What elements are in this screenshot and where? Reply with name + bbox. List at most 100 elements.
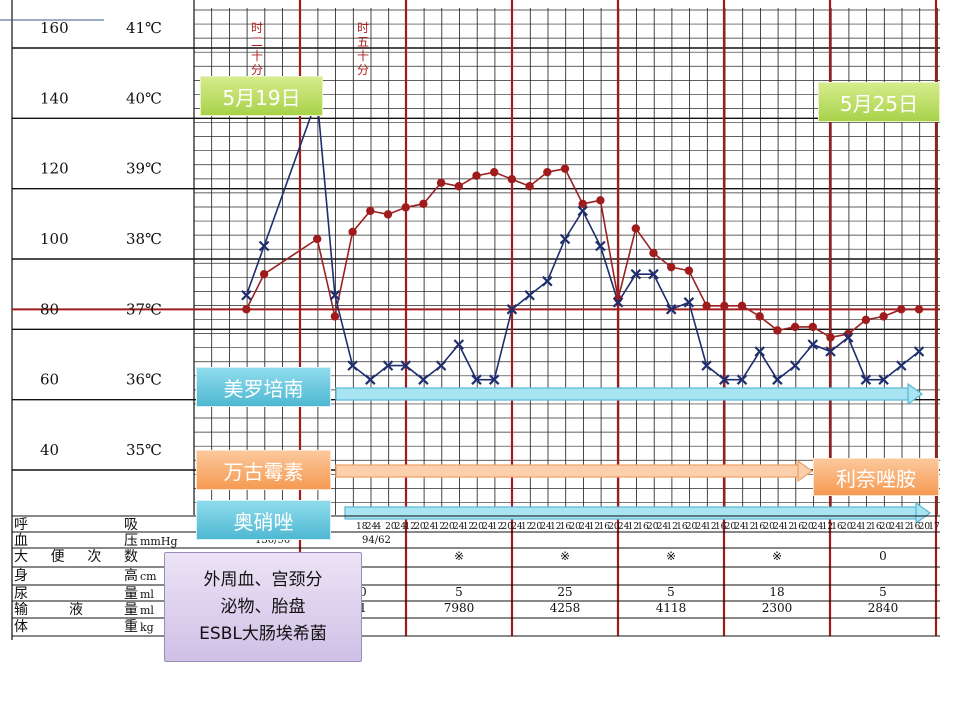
time-label: 16 (793, 522, 805, 532)
time-annotation: 时 (357, 21, 369, 35)
pulse-point (506, 304, 518, 315)
infusion-value: 4118 (656, 601, 687, 615)
temperature-point (720, 301, 729, 311)
pulse-series-line (245, 98, 920, 381)
pulse-point (559, 233, 571, 245)
pulse-point (488, 374, 500, 385)
omeprazole-arrow-head (915, 501, 932, 525)
table-row-label: 血 (14, 533, 28, 549)
culture-result-line: ESBL大肠埃希菌 (199, 623, 327, 644)
time-label: 24 (482, 522, 494, 532)
table-row-label: 吸 (124, 517, 138, 533)
bp-value: 94/62 (362, 535, 391, 546)
temperature-point (401, 203, 410, 212)
pulse-point (630, 268, 642, 280)
pulse-point (329, 289, 341, 301)
pulse-point (258, 240, 270, 252)
time-label: 16 (560, 522, 572, 532)
time-label: 16 (599, 522, 611, 532)
pulse-point (789, 360, 801, 371)
urine-value: 5 (879, 585, 887, 599)
table-row-label: 压 (124, 533, 138, 549)
temperature-point (560, 164, 570, 173)
pulse-point (913, 346, 925, 357)
vancomycin-arrow-head (797, 459, 814, 483)
infusion-value: 1 (359, 601, 367, 615)
temperature-point (808, 322, 817, 332)
vancomycin-arrow-shaft (335, 464, 799, 478)
stool-value: ※ (454, 549, 464, 563)
temp-tick-label: 36℃ (126, 371, 162, 389)
urine-value: 0 (359, 585, 367, 599)
pulse-point (365, 374, 376, 385)
pulse-point (701, 360, 712, 371)
time-label: 12 (463, 522, 474, 532)
pulse-point (896, 360, 907, 371)
pulse-point (719, 374, 730, 385)
pulse-point (612, 297, 624, 308)
stool-value: 0 (879, 549, 887, 563)
temperature-point (313, 234, 322, 244)
pulse-point (860, 374, 872, 385)
temp-tick-label: 35℃ (126, 441, 162, 459)
time-annotation: 分 (357, 63, 369, 77)
time-label: 12 (666, 522, 677, 532)
temperature-point (525, 182, 534, 191)
table-row-label: 次 (87, 549, 101, 565)
infusion-value: 4258 (550, 601, 581, 615)
pulse-point (878, 374, 889, 385)
time-label: 20 (725, 522, 737, 532)
table-row-label: 量 (124, 602, 138, 618)
temperature-point (348, 227, 357, 237)
table-row-label: 输 (14, 602, 28, 618)
temperature-point (366, 206, 375, 216)
temperature-point (259, 269, 269, 279)
table-row-unit: kg (140, 621, 154, 634)
time-annotation: 时 (251, 21, 263, 35)
time-label: 16 (909, 522, 921, 532)
infusion-value: 7980 (444, 601, 475, 615)
temperature-point (914, 305, 924, 314)
pulse-point (382, 360, 394, 371)
table-row-unit: ml (140, 588, 154, 601)
time-label: 20 (647, 522, 659, 532)
time-label: 20 (841, 522, 853, 532)
time-label: 16 (715, 522, 727, 532)
temperature-point (826, 333, 835, 342)
time-label: 12 (492, 522, 503, 532)
time-label: 20 (414, 522, 426, 532)
temperature-point (790, 322, 800, 332)
drug-label-meropenem: 美罗培南 (196, 367, 331, 407)
temperature-point (631, 224, 640, 233)
time-label: 16 (831, 522, 843, 532)
stool-value: ※ (772, 549, 782, 563)
time-label: 24 (424, 522, 436, 532)
temp-tick-label: 40℃ (126, 89, 162, 107)
pulse-tick-label: 160 (40, 19, 69, 37)
time-label: 20 (502, 522, 514, 532)
time-label: 12 (744, 522, 755, 532)
time-label: 24 (773, 522, 785, 532)
pulse-point (842, 332, 854, 343)
temp-tick-label: 38℃ (126, 230, 162, 248)
pulse-point (400, 360, 411, 371)
meropenem-arrow-head (907, 382, 924, 406)
pulse-point (347, 360, 358, 371)
pulse-tick-label: 80 (40, 300, 59, 318)
time-label: 24 (851, 522, 863, 532)
time-label: 20 (686, 522, 698, 532)
time-label: 16 (676, 522, 688, 532)
table-row-unit: mmHg (140, 535, 178, 548)
time-label: 24 (618, 522, 630, 532)
pulse-tick-label: 100 (40, 230, 69, 248)
table-row-label: 重 (124, 619, 138, 635)
time-label: 24 (540, 522, 552, 532)
temperature-point (667, 262, 676, 272)
time-label: 20 (569, 522, 581, 532)
temperature-point (330, 312, 340, 321)
temperature-point (755, 312, 764, 321)
time-label: 24 (890, 522, 902, 532)
time-label: 12 (822, 522, 833, 532)
time-label: 20 (880, 522, 892, 532)
bp-value: 130/90 (255, 535, 290, 546)
